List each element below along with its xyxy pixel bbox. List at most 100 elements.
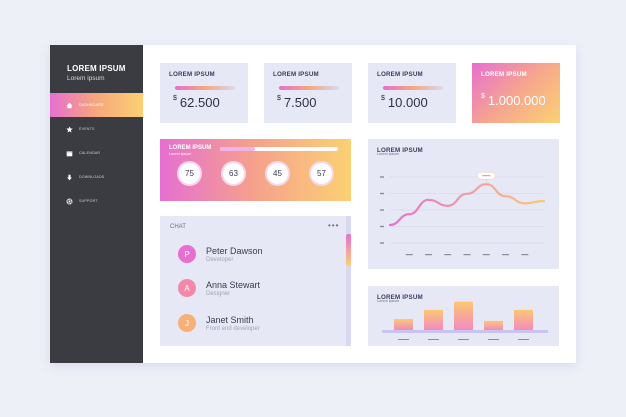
sidebar-item-label: SUPPORT [79, 199, 98, 203]
kpi-value: $62.500 [173, 95, 220, 110]
chat-scroll-thumb[interactable] [346, 234, 351, 266]
chat-title: CHAT [170, 224, 186, 230]
chat-panel: CHAT ••• P Peter Dawson Developer A Anna… [160, 216, 351, 346]
kpi-label: LOREM IPSUM [377, 71, 423, 78]
x-tick-label [398, 339, 409, 340]
kpi-card-2: LOREM IPSUM $7.500 [264, 63, 352, 123]
kpi-label: LOREM IPSUM [481, 71, 527, 78]
sidebar-item-dashboard[interactable]: DASHBOARD [50, 93, 143, 117]
contact-role: Designer [206, 291, 231, 297]
sidebar-item-calendar[interactable]: CALENDAR [50, 141, 143, 165]
sidebar-item-label: DOWNLOADS [79, 175, 105, 179]
kpi-value: $7.500 [277, 95, 316, 110]
currency-symbol: $ [277, 95, 281, 102]
bar [514, 309, 533, 330]
x-tick-label [482, 254, 490, 256]
bar-baseline [382, 330, 548, 333]
brand: LOREM IPSUM Lorem ipsum [67, 64, 126, 82]
stat-circle: 45 [265, 161, 290, 186]
avatar: A [178, 279, 196, 297]
kpi-bar [383, 86, 443, 90]
home-icon [66, 102, 73, 108]
bar [484, 320, 503, 330]
kpi-amount: 10.000 [387, 95, 428, 110]
chat-contact[interactable]: P Peter Dawson Developer [178, 243, 338, 265]
bar [454, 301, 473, 330]
sidebar-item-support[interactable]: SUPPORT [50, 189, 143, 213]
download-icon [67, 174, 72, 180]
kpi-label: LOREM IPSUM [169, 71, 215, 78]
gear-icon [66, 197, 73, 205]
y-tick-label [380, 192, 384, 195]
contact-role: Front end developer [206, 326, 260, 332]
x-tick-label [428, 339, 439, 340]
line-chart [380, 171, 546, 256]
brand-title: LOREM IPSUM [67, 64, 126, 73]
kpi-card-3: LOREM IPSUM $10.000 [368, 63, 456, 123]
stats-subtitle: Lorem ipsum [169, 152, 191, 156]
avatar: J [178, 314, 196, 332]
tooltip-text [482, 175, 491, 177]
kpi-label: LOREM IPSUM [273, 71, 319, 78]
line-chart-subtitle: Lorem ipsum [377, 152, 399, 156]
x-tick-label [405, 254, 413, 256]
x-tick-label [458, 339, 469, 340]
stats-card: LOREM IPSUM Lorem ipsum 75 63 45 57 [160, 139, 351, 201]
stats-progress-fill [220, 147, 256, 151]
currency-symbol: $ [173, 95, 177, 102]
x-tick-label [502, 254, 509, 256]
kpi-value: $1.000.000 [481, 93, 546, 108]
bar [424, 309, 443, 330]
kpi-amount: 7.500 [283, 95, 317, 110]
dashboard-window: LOREM IPSUM Lorem ipsum DASHBOARD EVENTS… [50, 45, 576, 363]
sidebar: LOREM IPSUM Lorem ipsum DASHBOARD EVENTS… [50, 45, 143, 363]
stats-progress-track [220, 147, 338, 151]
kpi-amount: 1.000.000 [487, 93, 546, 108]
y-tick-label [380, 209, 384, 211]
bar-chart [382, 301, 548, 340]
x-tick-label [488, 339, 499, 340]
more-options-icon[interactable]: ••• [328, 221, 340, 230]
line-chart-card: LOREM IPSUM Lorem ipsum [368, 139, 559, 269]
kpi-amount: 62.500 [179, 95, 220, 110]
chat-contact[interactable]: A Anna Stewart Designer [178, 277, 338, 299]
kpi-card-1: LOREM IPSUM $62.500 [160, 63, 248, 123]
x-tick-label [521, 254, 529, 256]
sidebar-item-downloads[interactable]: DOWNLOADS [50, 165, 143, 189]
x-tick-label [518, 339, 529, 340]
line-chart-title: LOREM IPSUM [377, 147, 423, 154]
sidebar-item-label: CALENDAR [79, 151, 101, 155]
avatar: P [178, 245, 196, 263]
contact-name: Janet Smith [206, 315, 254, 325]
x-tick-label [425, 254, 432, 256]
line-series [388, 183, 546, 227]
bar [394, 319, 413, 330]
calendar-icon [66, 150, 73, 156]
star-icon [66, 125, 73, 133]
y-tick-label [380, 176, 384, 178]
kpi-bar [279, 86, 339, 90]
x-tick-label [444, 254, 452, 256]
currency-symbol: $ [381, 95, 385, 102]
chat-contact[interactable]: J Janet Smith Front end developer [178, 312, 338, 334]
stat-circle: 75 [177, 161, 202, 186]
stat-circle: 57 [309, 161, 334, 186]
y-tick-label [380, 225, 384, 228]
contact-name: Anna Stewart [206, 280, 261, 290]
contact-role: Developer [206, 257, 234, 263]
stat-circle: 63 [221, 161, 246, 186]
contact-name: Peter Dawson [206, 246, 263, 256]
kpi-value: $10.000 [381, 95, 428, 110]
kpi-bar [175, 86, 235, 90]
sidebar-item-label: DASHBOARD [79, 103, 104, 107]
bar-chart-title: LOREM IPSUM [377, 294, 423, 301]
currency-symbol: $ [481, 93, 485, 100]
x-tick-label [463, 254, 471, 256]
sidebar-item-events[interactable]: EVENTS [50, 117, 143, 141]
chat-scrollbar[interactable] [346, 216, 351, 346]
brand-subtitle: Lorem ipsum [67, 75, 105, 82]
stats-label: LOREM IPSUM [169, 145, 212, 151]
y-tick-label [380, 242, 384, 244]
bar-chart-card: LOREM IPSUM Lorem ipsum [368, 286, 559, 346]
bar-chart-subtitle: Lorem ipsum [377, 299, 399, 303]
